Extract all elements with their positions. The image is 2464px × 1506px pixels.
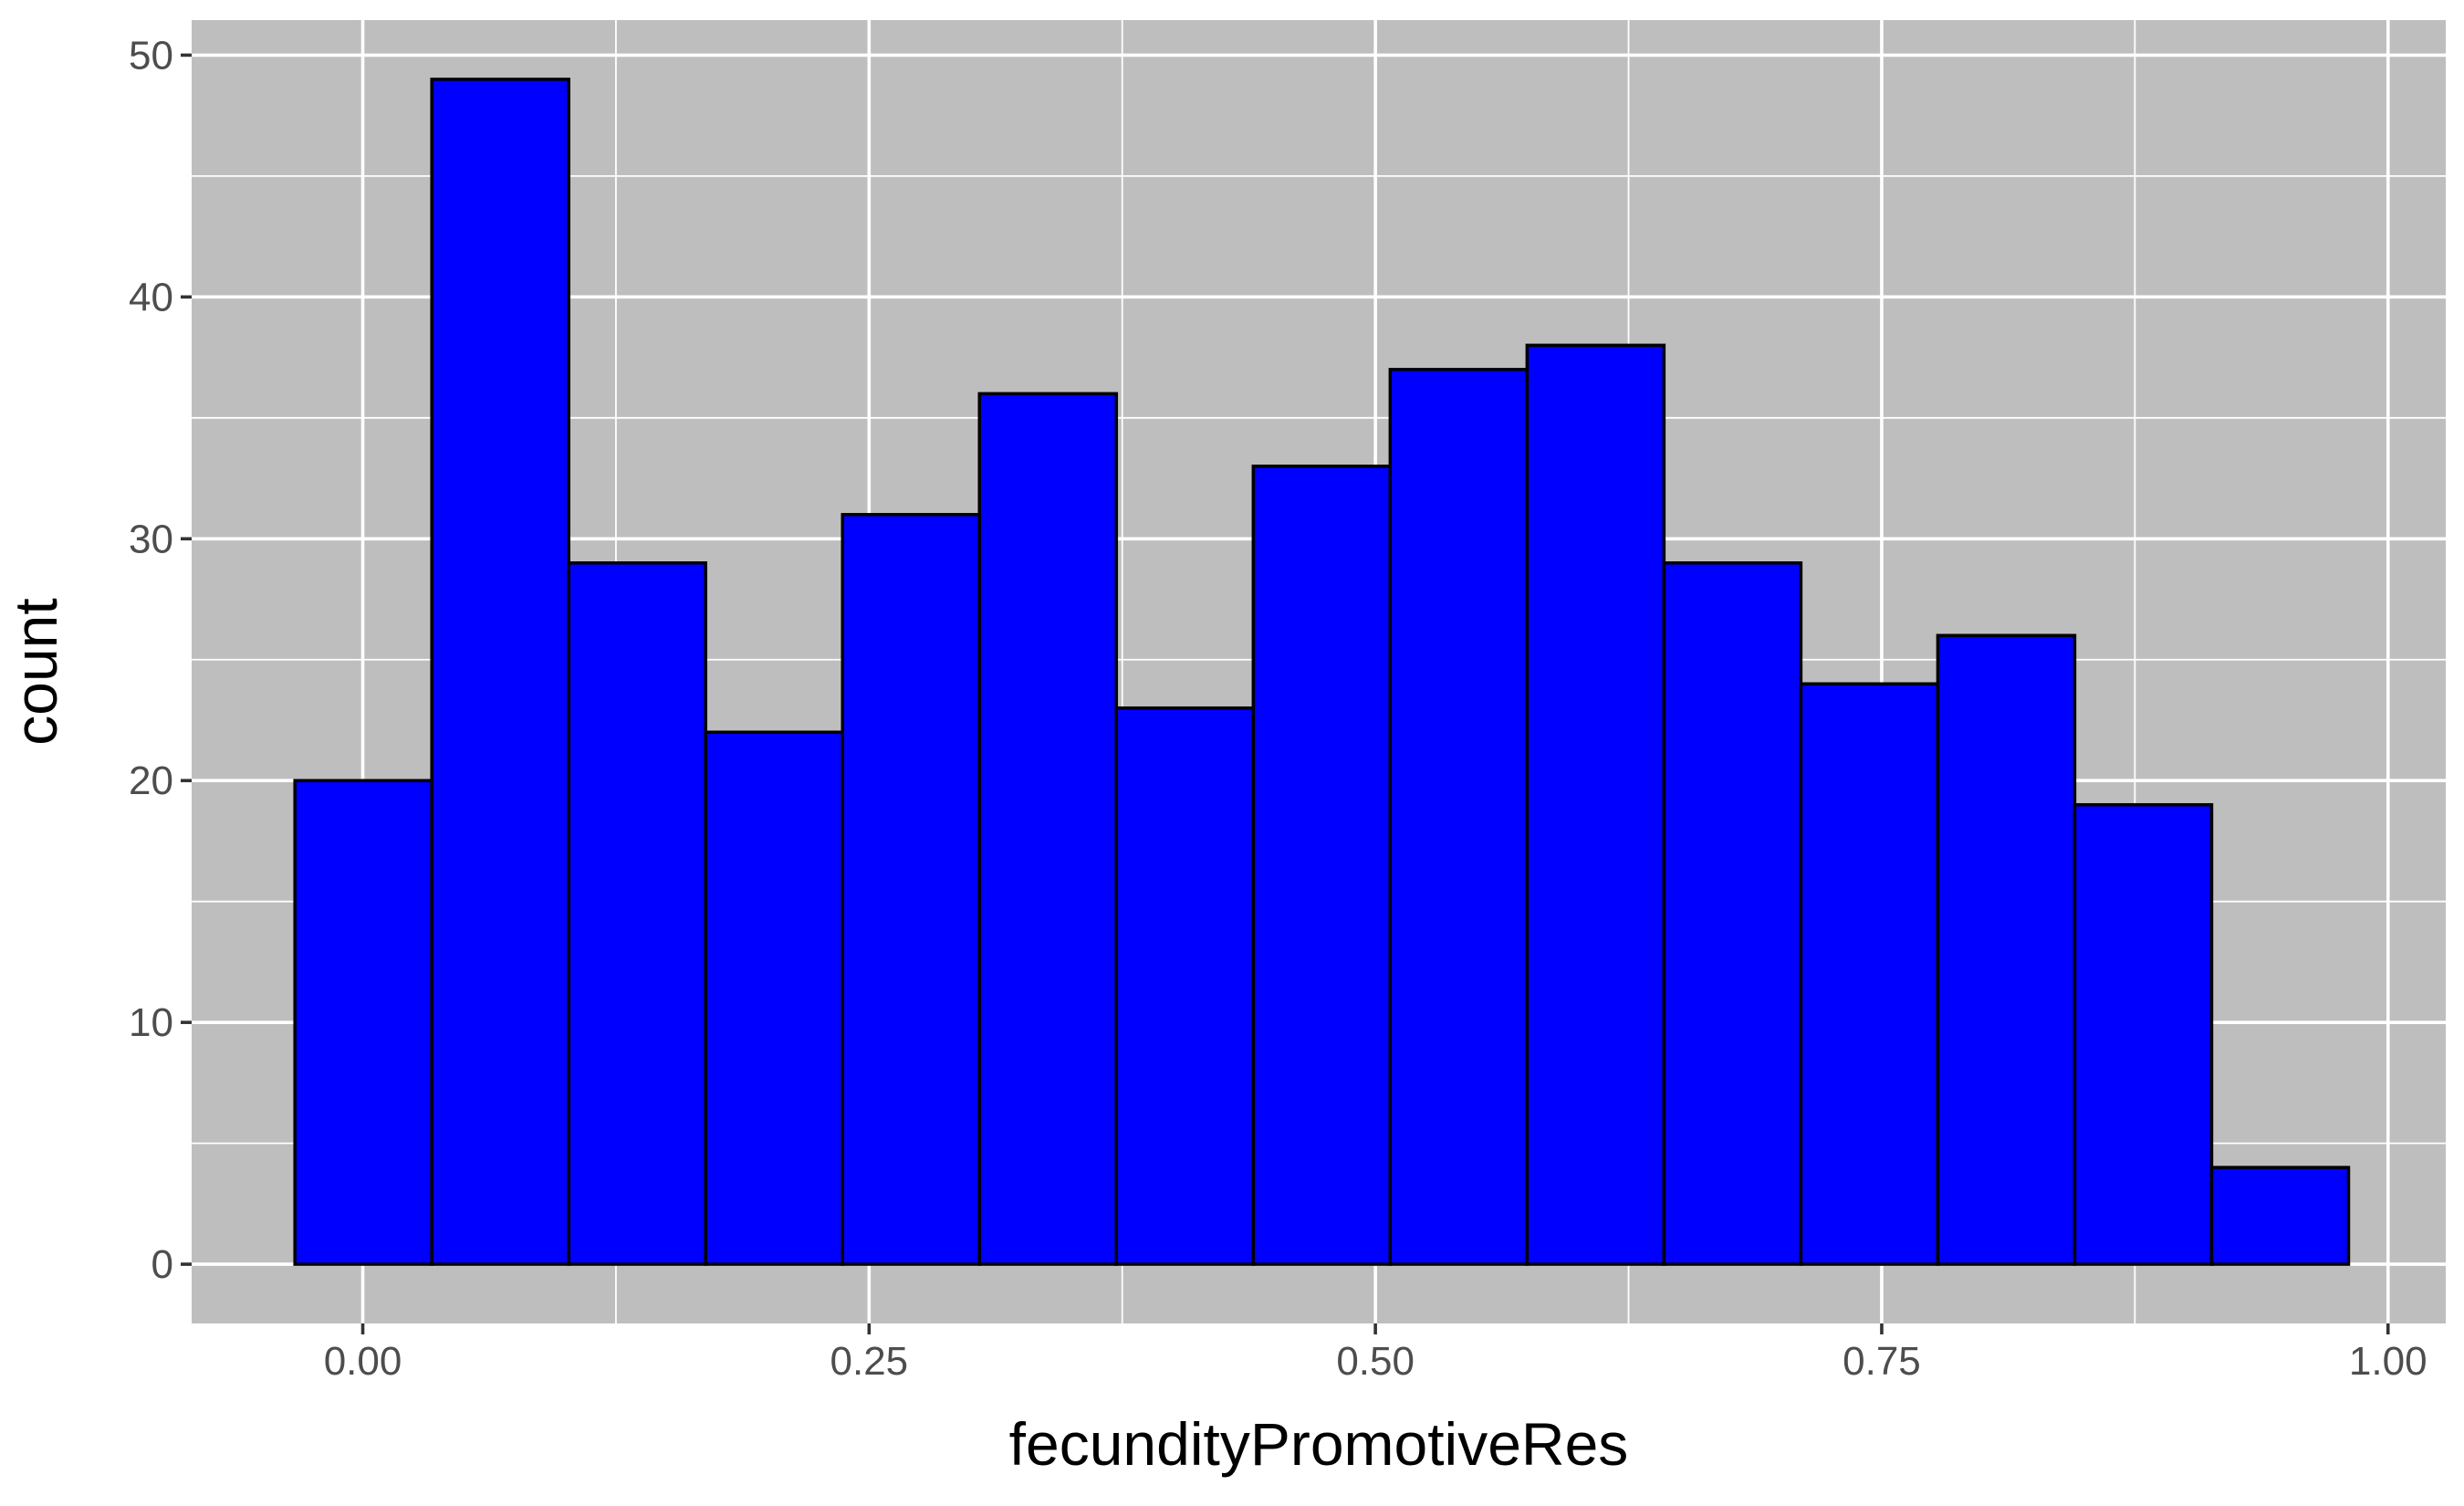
x-tick-label: 0.75 [1843,1339,1921,1384]
x-axis-title: fecundityPromotiveRes [1009,1410,1629,1478]
y-tick-label: 50 [129,33,173,78]
histogram-bar-15 [2209,1166,2351,1266]
histogram-bar-1 [293,779,433,1266]
y-tick-label: 30 [129,517,173,561]
histogram-bar-11 [1662,561,1803,1266]
x-tick-label: 0.25 [830,1339,909,1384]
histogram-bar-14 [2072,802,2214,1266]
x-tick-label: 0.50 [1336,1339,1415,1384]
histogram-bar-10 [1525,343,1666,1266]
y-axis-ticks: 0 10 20 30 40 50 [129,33,192,1287]
histogram-bar-5 [840,513,982,1266]
y-tick-label: 0 [151,1242,173,1287]
histogram-bar-13 [1936,633,2077,1266]
y-tick-label: 20 [129,758,173,803]
y-tick-label: 40 [129,275,173,319]
histogram-bar-3 [567,561,707,1266]
histogram-bar-12 [1799,682,1940,1266]
histogram-bar-9 [1388,368,1530,1266]
x-axis-ticks: 0.00 0.25 0.50 0.75 1.00 [324,1323,2427,1384]
y-tick-label: 10 [129,1000,173,1045]
histogram-bar-2 [430,78,570,1266]
y-axis-title: count [2,598,69,745]
histogram-bar-6 [977,392,1119,1266]
histogram-bar-4 [704,730,845,1266]
x-tick-label: 0.00 [324,1339,402,1384]
histogram-bar-7 [1114,706,1256,1266]
x-tick-label: 1.00 [2349,1339,2427,1384]
histogram-bar-8 [1251,465,1393,1266]
histogram-bars [293,78,2351,1266]
